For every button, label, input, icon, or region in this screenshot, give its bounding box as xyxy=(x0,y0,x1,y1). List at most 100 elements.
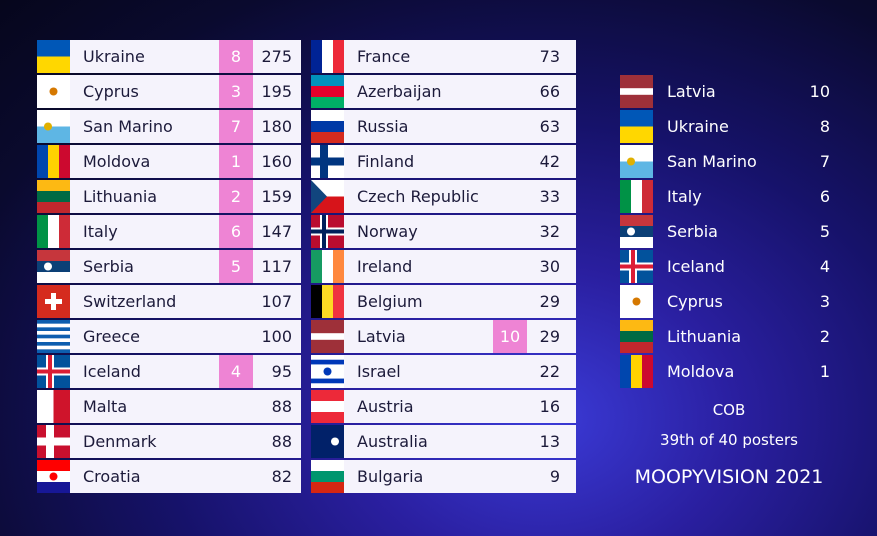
flag xyxy=(37,390,70,423)
round-points: 6 xyxy=(219,215,253,248)
flag xyxy=(311,215,344,248)
total-score: 29 xyxy=(539,292,560,311)
scoreboard-row: Belgium 29 xyxy=(311,285,576,318)
flag xyxy=(37,285,70,318)
total-score: 33 xyxy=(539,187,560,206)
country-name: Moldova xyxy=(667,362,735,381)
scoreboard-row: Iceland 4 95 xyxy=(37,355,301,388)
vote-row: Moldova 1 xyxy=(620,355,830,388)
flag xyxy=(37,250,70,283)
flag xyxy=(311,285,344,318)
total-score: 195 xyxy=(261,82,292,101)
total-score: 30 xyxy=(539,257,560,276)
total-score: 95 xyxy=(271,362,292,381)
total-score: 147 xyxy=(261,222,292,241)
flag xyxy=(311,110,344,143)
flag xyxy=(37,110,70,143)
show-title: MOOPYVISION 2021 xyxy=(634,466,824,488)
country-name: Cyprus xyxy=(83,82,139,101)
total-score: 13 xyxy=(539,432,560,451)
total-score: 16 xyxy=(539,397,560,416)
flag xyxy=(620,355,653,388)
total-score: 180 xyxy=(261,117,292,136)
total-score: 88 xyxy=(271,432,292,451)
scoreboard-row: Switzerland 107 xyxy=(37,285,301,318)
country-name: Serbia xyxy=(83,257,134,276)
scoreboard-row: Croatia 82 xyxy=(37,460,301,493)
vote-row: San Marino 7 xyxy=(620,145,830,178)
flag xyxy=(311,425,344,458)
scoreboard-row: Ireland 30 xyxy=(311,250,576,283)
scoreboard-row: Azerbaijan 66 xyxy=(311,75,576,108)
country-name: Denmark xyxy=(83,432,157,451)
round-points: 7 xyxy=(219,110,253,143)
round-points: 5 xyxy=(219,250,253,283)
scoreboard-row: Ukraine 8 275 xyxy=(37,40,301,73)
flag xyxy=(37,180,70,213)
scoreboard-row: Czech Republic 33 xyxy=(311,180,576,213)
country-name: Azerbaijan xyxy=(357,82,442,101)
country-name: Italy xyxy=(667,187,702,206)
country-name: Serbia xyxy=(667,222,718,241)
round-points: 3 xyxy=(219,75,253,108)
total-score: 82 xyxy=(271,467,292,486)
round-points: 1 xyxy=(219,145,253,178)
country-name: San Marino xyxy=(83,117,173,136)
flag xyxy=(311,355,344,388)
country-name: Belgium xyxy=(357,292,423,311)
country-name: Switzerland xyxy=(83,292,177,311)
round-points: 2 xyxy=(219,180,253,213)
vote-row: Serbia 5 xyxy=(620,215,830,248)
scoreboard-row: Malta 88 xyxy=(37,390,301,423)
round-points: 10 xyxy=(493,320,527,353)
scoreboard-row: Lithuania 2 159 xyxy=(37,180,301,213)
country-name: Iceland xyxy=(83,362,141,381)
flag xyxy=(37,215,70,248)
voter-position: 39th of 40 posters xyxy=(660,431,798,449)
vote-row: Cyprus 3 xyxy=(620,285,830,318)
flag xyxy=(620,180,653,213)
vote-points: 4 xyxy=(819,257,830,276)
country-name: Czech Republic xyxy=(357,187,479,206)
flag xyxy=(37,460,70,493)
country-name: Malta xyxy=(83,397,128,416)
country-name: Iceland xyxy=(667,257,725,276)
flag xyxy=(620,250,653,283)
scoreboard-row: Russia 63 xyxy=(311,110,576,143)
scoreboard-row: Denmark 88 xyxy=(37,425,301,458)
country-name: Finland xyxy=(357,152,415,171)
flag xyxy=(620,285,653,318)
total-score: 42 xyxy=(539,152,560,171)
total-score: 159 xyxy=(261,187,292,206)
country-name: Australia xyxy=(357,432,428,451)
total-score: 63 xyxy=(539,117,560,136)
total-score: 160 xyxy=(261,152,292,171)
vote-points: 1 xyxy=(819,362,830,381)
flag xyxy=(37,75,70,108)
total-score: 107 xyxy=(261,292,292,311)
scoreboard-row: Israel 22 xyxy=(311,355,576,388)
total-score: 66 xyxy=(539,82,560,101)
vote-row: Latvia 10 xyxy=(620,75,830,108)
vote-row: Lithuania 2 xyxy=(620,320,830,353)
country-name: Cyprus xyxy=(667,292,723,311)
vote-points: 8 xyxy=(819,117,830,136)
flag xyxy=(311,180,344,213)
total-score: 117 xyxy=(261,257,292,276)
total-score: 29 xyxy=(539,327,560,346)
flag xyxy=(37,40,70,73)
round-points: 4 xyxy=(219,355,253,388)
country-name: Moldova xyxy=(83,152,151,171)
flag xyxy=(620,320,653,353)
total-score: 73 xyxy=(539,47,560,66)
flag xyxy=(311,145,344,178)
country-name: Lithuania xyxy=(667,327,742,346)
country-name: Ukraine xyxy=(83,47,145,66)
country-name: Latvia xyxy=(667,82,716,101)
total-score: 22 xyxy=(539,362,560,381)
flag xyxy=(37,145,70,178)
vote-points: 2 xyxy=(819,327,830,346)
scoreboard-row: Cyprus 3 195 xyxy=(37,75,301,108)
country-name: Italy xyxy=(83,222,118,241)
flag xyxy=(620,145,653,178)
